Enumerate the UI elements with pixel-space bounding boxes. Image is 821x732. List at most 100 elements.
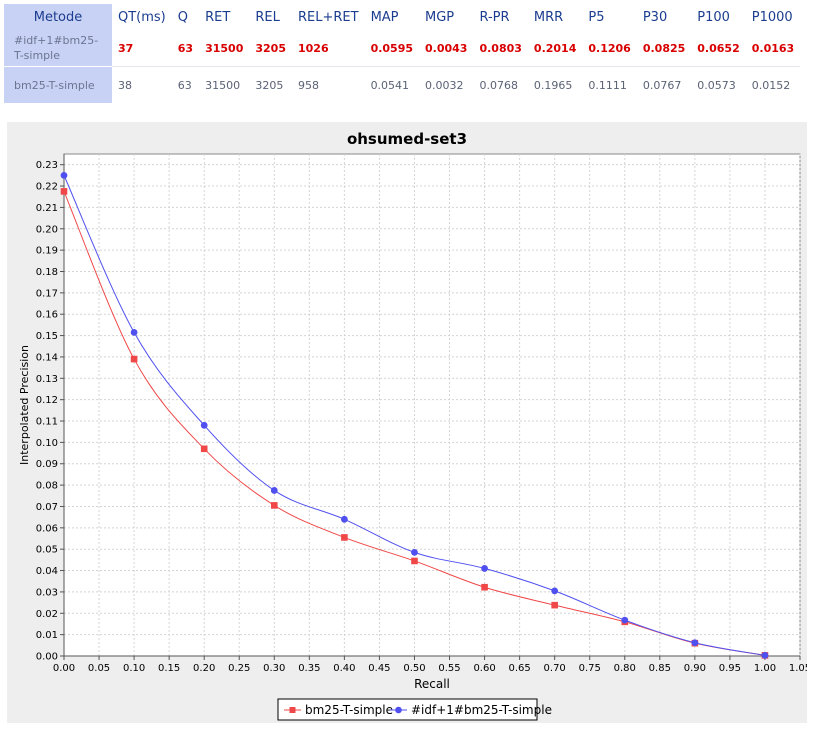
map-cell: 0.0595 <box>364 30 420 67</box>
mrr-cell: 0.1965 <box>533 78 573 92</box>
data-point-square[interactable] <box>60 188 68 195</box>
chart-panel: ohsumed-set3 0.00 0.05 0.10 0.15 0.20 0.25 0.3… <box>7 122 807 723</box>
data-point-circle[interactable] <box>411 548 418 556</box>
qt-cell: 37 <box>112 30 172 67</box>
table-row[interactable]: #idf+1#bm25-T-simple 37 63 31500 3205 10… <box>4 30 801 67</box>
x-tick-label: 0.15 <box>158 663 180 674</box>
column-header-p5[interactable]: P5 <box>588 9 605 25</box>
q-cell: 63 <box>177 78 192 92</box>
rel-ret-cell: 1026 <box>291 30 365 67</box>
data-point-square[interactable] <box>200 445 208 453</box>
mrr-cell: 0.2014 <box>527 30 583 67</box>
x-tick-label: 0.45 <box>368 663 390 674</box>
table-header-row: Metode QT(ms) Q RET REL REL+RET MAP MGP … <box>4 4 800 30</box>
plot-area <box>63 153 801 657</box>
data-point-circle[interactable] <box>270 487 278 494</box>
data-point-circle[interactable] <box>551 587 559 595</box>
r-pr-cell: 0.0803 <box>473 30 528 67</box>
mgp-cell: 0.0032 <box>425 78 464 92</box>
column-header-qt[interactable]: QT(ms) <box>118 9 166 25</box>
data-point-square[interactable] <box>130 355 138 363</box>
x-tick-label: 0.95 <box>719 663 741 674</box>
x-tick-label: 0.30 <box>263 663 285 674</box>
data-point-square[interactable] <box>341 534 348 541</box>
column-header-mgp[interactable]: MGP <box>425 9 455 25</box>
data-point-square[interactable] <box>481 583 488 591</box>
map-cell: 0.0541 <box>370 78 410 92</box>
y-tick-label: 0.16 <box>36 310 58 321</box>
data-point-square[interactable] <box>551 601 558 609</box>
y-tick-label: 0.23 <box>36 160 58 171</box>
p30-cell: 0.0825 <box>636 30 692 67</box>
legend-marker-circle <box>395 706 402 714</box>
data-point-circle[interactable] <box>130 328 138 336</box>
column-header-p1000[interactable]: P1000 <box>751 9 793 25</box>
y-tick-label: 0.00 <box>36 652 58 663</box>
legend-box <box>277 698 538 721</box>
grid-lines <box>63 154 801 657</box>
y-tick-label: 0.12 <box>36 395 58 406</box>
column-header-q[interactable]: Q <box>177 9 188 25</box>
x-tick-label: 0.05 <box>88 663 110 674</box>
column-header-metode[interactable]: Metode <box>4 4 112 30</box>
column-header-p30[interactable]: P30 <box>642 9 668 25</box>
rel-ret-cell: 958 <box>297 78 319 92</box>
y-tick-label: 0.08 <box>36 481 58 492</box>
legend[interactable]: bm25-T-simple #idf+1#bm25-T-simple <box>277 698 552 721</box>
column-header-p100[interactable]: P100 <box>697 9 730 25</box>
r-pr-cell: 0.0768 <box>479 78 518 92</box>
x-tick-label: 0.65 <box>508 663 530 674</box>
series-line-0 <box>63 191 766 656</box>
x-tick-label: 0.20 <box>193 663 215 674</box>
y-tick-label: 0.19 <box>36 246 58 257</box>
p5-cell: 0.1206 <box>582 30 637 67</box>
x-tick-label: 0.00 <box>53 663 75 674</box>
p100-cell: 0.0573 <box>697 78 736 92</box>
column-header-r-pr[interactable]: R-PR <box>479 9 510 25</box>
x-tick-label: 0.60 <box>473 663 495 674</box>
y-tick-label: 0.02 <box>36 609 58 620</box>
y-tick-label: 0.01 <box>36 630 58 641</box>
column-header-ret[interactable]: RET <box>205 9 231 25</box>
y-tick-label: 0.17 <box>36 288 58 299</box>
x-tick-label: 0.90 <box>684 663 706 674</box>
data-point-circle[interactable] <box>200 421 208 429</box>
y-tick-label: 0.07 <box>36 502 58 513</box>
y-tick-label: 0.22 <box>36 182 58 193</box>
column-header-rel[interactable]: REL <box>255 9 280 25</box>
p1000-cell: 0.0152 <box>751 78 791 92</box>
axes: 0.00 0.05 0.10 0.15 0.20 0.25 0.30 0.35 0.40 0.45… <box>36 154 807 674</box>
method-name-cell: #idf+1#bm25-T-simple <box>4 30 112 67</box>
x-tick-label: 0.80 <box>614 663 636 674</box>
y-axis-label: Interpolated Precision <box>18 345 31 465</box>
x-tick-label: 1.05 <box>789 663 807 674</box>
x-tick-label: 0.10 <box>123 663 145 674</box>
y-tick-label: 0.03 <box>36 587 58 598</box>
table-row[interactable]: bm25-T-simple 38 63 31500 3205 958 0.054… <box>4 66 800 103</box>
column-header-map[interactable]: MAP <box>370 9 399 25</box>
p5-cell: 0.1111 <box>588 78 627 92</box>
qt-cell: 38 <box>118 78 132 92</box>
p1000-cell: 0.0163 <box>745 30 801 67</box>
data-point-circle[interactable] <box>340 515 348 523</box>
y-tick-label: 0.11 <box>36 417 58 428</box>
y-tick-label: 0.21 <box>36 203 58 214</box>
data-point-circle[interactable] <box>691 639 699 647</box>
data-point-circle[interactable] <box>481 565 488 572</box>
column-header-rel-ret[interactable]: REL+RET <box>297 9 359 25</box>
precision-recall-chart: ohsumed-set3 0.00 0.05 0.10 0.15 0.20 0.25 0.3… <box>18 130 807 721</box>
rel-cell: 3205 <box>255 78 284 92</box>
data-point-square[interactable] <box>270 502 278 509</box>
x-tick-label: 0.25 <box>228 663 250 674</box>
x-tick-label: 0.40 <box>333 663 355 674</box>
data-point-square[interactable] <box>411 557 418 565</box>
column-header-mrr[interactable]: MRR <box>533 9 564 25</box>
y-tick-label: 0.04 <box>36 566 58 577</box>
p30-cell: 0.0767 <box>642 78 682 92</box>
y-tick-label: 0.06 <box>36 523 58 534</box>
data-point-circle[interactable] <box>621 616 629 624</box>
data-point-circle[interactable] <box>60 171 68 179</box>
series-line-1 <box>63 175 766 656</box>
data-point-circle[interactable] <box>761 651 769 659</box>
y-tick-label: 0.13 <box>36 374 58 385</box>
